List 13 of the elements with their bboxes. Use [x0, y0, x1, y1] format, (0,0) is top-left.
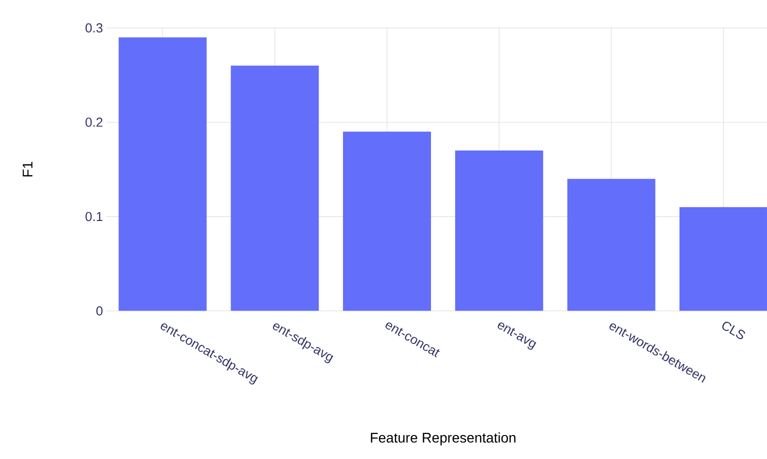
bar: [567, 178, 656, 311]
y-tick-label: 0: [96, 306, 103, 316]
bar: [679, 207, 767, 311]
x-tick-label: CLS: [722, 322, 745, 340]
bar: [230, 66, 319, 311]
bar: [455, 150, 544, 311]
y-axis-title: F1: [22, 162, 32, 176]
bar: [342, 132, 431, 311]
bar: [118, 37, 207, 311]
y-tick-label: 0.3: [86, 23, 102, 32]
x-axis-title: Feature Representation: [370, 432, 516, 446]
y-tick-label: 0.1: [86, 212, 102, 222]
y-tick-label: 0.2: [86, 118, 102, 127]
